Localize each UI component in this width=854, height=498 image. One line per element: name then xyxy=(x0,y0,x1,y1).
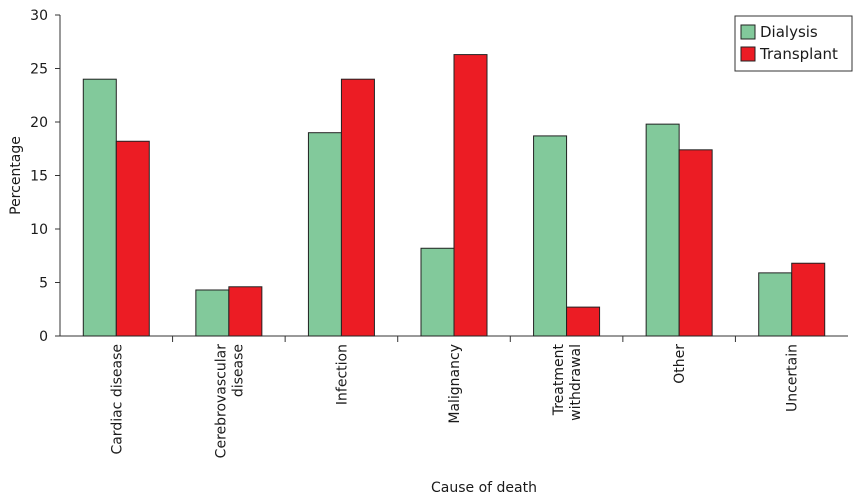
bar-transplant-3 xyxy=(453,54,488,337)
bar-dialysis-4 xyxy=(533,135,568,337)
x-category-label: Infection xyxy=(334,344,350,405)
bar-dialysis-0 xyxy=(82,78,117,337)
x-category-label: Treatment xyxy=(551,344,567,417)
bars xyxy=(82,54,826,337)
bar-transplant-6 xyxy=(791,262,826,337)
bar-dialysis-1 xyxy=(195,289,230,337)
y-tick-label: 10 xyxy=(30,222,48,238)
legend-swatch-dialysis xyxy=(740,24,756,40)
bar-dialysis-3 xyxy=(420,247,455,337)
y-tick-label: 25 xyxy=(30,62,48,78)
x-category-label: Malignancy xyxy=(447,344,463,424)
bar-dialysis-6 xyxy=(758,272,793,337)
bar-transplant-0 xyxy=(115,140,150,337)
legend: Dialysis Transplant xyxy=(734,15,853,72)
x-category-label: Uncertain xyxy=(785,344,801,412)
bar-transplant-2 xyxy=(340,78,375,337)
y-tick-label: 5 xyxy=(39,276,48,292)
bar-dialysis-2 xyxy=(307,132,342,337)
x-axis xyxy=(60,335,848,342)
x-category-label: withdrawal xyxy=(568,344,584,421)
y-axis-title: Percentage xyxy=(8,136,24,215)
x-category-label: Other xyxy=(672,344,688,384)
y-tick-label: 20 xyxy=(30,115,48,131)
category-labels: Cardiac disease Cerebrovascular disease Inf… xyxy=(109,344,800,459)
y-axis: 0 5 10 15 20 25 30 xyxy=(30,8,61,345)
legend-label-transplant: Transplant xyxy=(759,45,838,63)
legend-swatch-transplant xyxy=(740,46,756,62)
bar-dialysis-5 xyxy=(645,123,680,337)
y-tick-label: 15 xyxy=(30,169,48,185)
x-category-label: Cardiac disease xyxy=(109,344,125,455)
x-axis-title: Cause of death xyxy=(431,480,537,496)
bar-transplant-5 xyxy=(678,149,713,337)
y-tick-label: 30 xyxy=(30,8,48,24)
legend-label-dialysis: Dialysis xyxy=(760,23,818,41)
bar-transplant-4 xyxy=(566,306,601,337)
bar-transplant-1 xyxy=(228,286,263,337)
x-category-label: disease xyxy=(230,344,246,397)
x-category-label: Cerebrovascular xyxy=(213,344,229,459)
y-tick-label: 0 xyxy=(39,329,48,345)
